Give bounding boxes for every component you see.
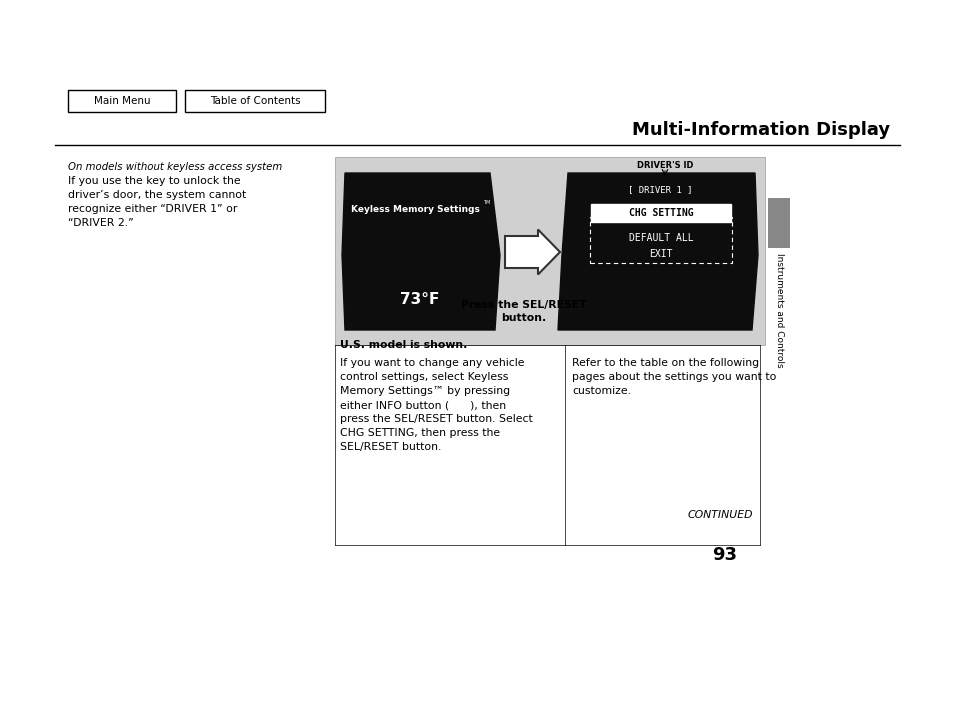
Text: recognize either “DRIVER 1” or: recognize either “DRIVER 1” or (68, 204, 237, 214)
Text: button.: button. (501, 313, 546, 323)
Bar (589, 217, 731, 263)
Bar (590, 204, 730, 222)
Text: control settings, select Keyless: control settings, select Keyless (339, 372, 508, 382)
Text: SEL/RESET button.: SEL/RESET button. (339, 442, 441, 452)
Text: U.S. model is shown.: U.S. model is shown. (339, 340, 467, 350)
Text: Refer to the table on the following: Refer to the table on the following (572, 358, 759, 368)
Text: 73°F: 73°F (400, 293, 439, 307)
Text: customize.: customize. (572, 386, 630, 396)
Text: Press the SEL/RESET: Press the SEL/RESET (460, 300, 586, 310)
Text: CONTINUED: CONTINUED (686, 510, 752, 520)
Text: On models without keyless access system: On models without keyless access system (68, 162, 282, 172)
Text: CHG SETTING: CHG SETTING (628, 208, 693, 218)
Polygon shape (558, 173, 758, 330)
Text: DRIVER'S ID: DRIVER'S ID (636, 160, 693, 170)
Text: Multi-Information Display: Multi-Information Display (631, 121, 889, 139)
Text: driver’s door, the system cannot: driver’s door, the system cannot (68, 190, 246, 200)
Text: CHG SETTING, then press the: CHG SETTING, then press the (339, 428, 499, 438)
Text: [ DRIVER 1 ]: [ DRIVER 1 ] (627, 185, 692, 195)
Text: Keyless Memory Settings: Keyless Memory Settings (350, 205, 479, 214)
Text: If you want to change any vehicle: If you want to change any vehicle (339, 358, 524, 368)
Bar (767, 198, 789, 248)
Text: Instruments and Controls: Instruments and Controls (775, 253, 783, 367)
Text: Memory Settings™ by pressing: Memory Settings™ by pressing (339, 386, 510, 396)
Text: Main Menu: Main Menu (93, 96, 151, 106)
Text: 93: 93 (712, 546, 737, 564)
Text: Table of Contents: Table of Contents (210, 96, 300, 106)
Text: If you use the key to unlock the: If you use the key to unlock the (68, 176, 240, 186)
Text: TM: TM (482, 200, 490, 205)
Polygon shape (341, 173, 499, 330)
Text: EXIT: EXIT (649, 249, 672, 259)
Text: “DRIVER 2.”: “DRIVER 2.” (68, 218, 133, 228)
Text: DEFAULT ALL: DEFAULT ALL (628, 233, 693, 243)
Bar (185, 90, 325, 112)
Bar (335, 157, 764, 345)
Text: press the SEL/RESET button. Select: press the SEL/RESET button. Select (339, 414, 532, 424)
Bar (68, 90, 175, 112)
Text: pages about the settings you want to: pages about the settings you want to (572, 372, 776, 382)
Text: either INFO button (      ), then: either INFO button ( ), then (339, 400, 506, 410)
FancyArrow shape (504, 229, 559, 275)
